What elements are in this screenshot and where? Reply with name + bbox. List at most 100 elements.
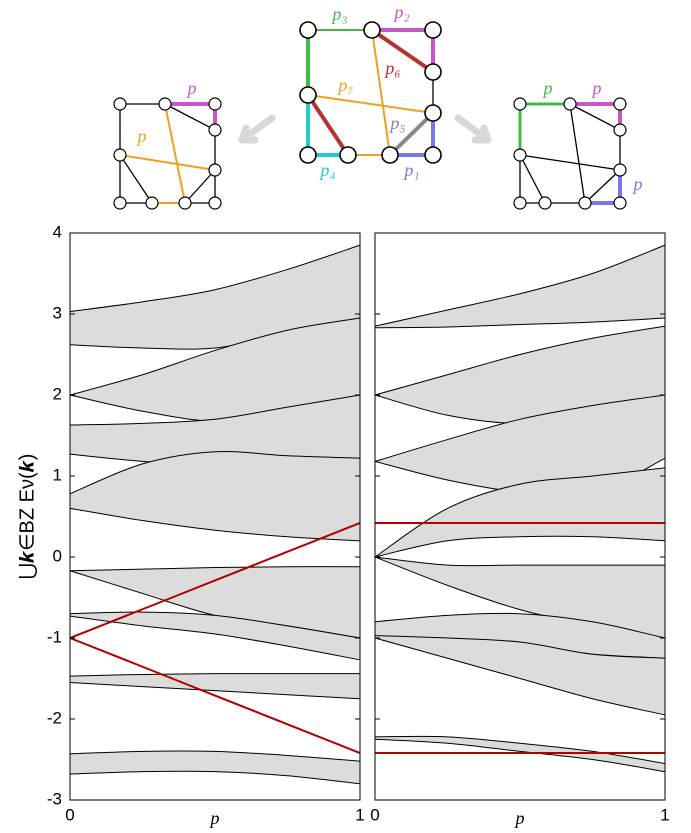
band-edge xyxy=(69,770,361,785)
node xyxy=(424,104,442,122)
edge xyxy=(519,154,621,171)
band-fill xyxy=(375,395,665,497)
edge xyxy=(164,103,216,131)
node xyxy=(208,97,222,111)
edge-label: p xyxy=(542,78,553,98)
line xyxy=(69,637,361,754)
band-edge xyxy=(69,750,361,762)
edge-label: p₄ xyxy=(318,160,335,180)
node xyxy=(613,196,627,210)
band-edge xyxy=(69,673,360,677)
x-axis-label: p xyxy=(209,808,220,828)
node xyxy=(513,97,527,111)
band-edge xyxy=(69,507,361,542)
band-edge xyxy=(374,535,666,558)
band-fill xyxy=(375,635,665,715)
edge-label: p xyxy=(632,174,643,194)
band-fill xyxy=(375,613,665,659)
edge xyxy=(370,28,435,74)
band-fill xyxy=(375,467,665,557)
x-axis-label: p xyxy=(514,808,525,828)
node xyxy=(145,196,159,210)
edge-label: p xyxy=(136,126,147,146)
band-fill xyxy=(70,395,360,466)
band-edge xyxy=(374,735,666,765)
node xyxy=(208,163,222,177)
band-edge xyxy=(69,566,361,572)
band-edge xyxy=(374,738,666,773)
node xyxy=(563,97,577,111)
edge xyxy=(307,94,434,114)
axes-frame xyxy=(374,232,666,801)
band-edge xyxy=(374,244,666,327)
band-edge xyxy=(69,317,361,396)
right-diagram: p p p xyxy=(513,78,643,210)
band-fill xyxy=(375,245,665,328)
node xyxy=(158,97,172,111)
edge-label: p₂ xyxy=(392,2,409,22)
edge xyxy=(119,154,153,204)
y-tick-label: -3 xyxy=(47,789,62,808)
band-fill xyxy=(70,245,360,350)
node xyxy=(513,148,527,162)
band-edge xyxy=(69,611,361,639)
band-edge xyxy=(374,637,666,716)
band-edge xyxy=(374,317,666,329)
edge-label: p xyxy=(186,78,197,98)
node xyxy=(363,21,381,39)
edge-label: p₇ xyxy=(336,75,353,95)
band-edge xyxy=(374,394,666,462)
node xyxy=(208,123,222,137)
axes-frame xyxy=(69,232,361,801)
node xyxy=(113,148,127,162)
band-edge xyxy=(374,556,665,567)
plot: 0 1 p xyxy=(370,232,670,828)
node xyxy=(613,163,627,177)
edge xyxy=(184,169,216,204)
band-fill xyxy=(70,673,360,699)
y-tick-label: -2 xyxy=(47,708,62,727)
node xyxy=(299,146,317,164)
band-edge xyxy=(374,612,666,639)
edge xyxy=(569,103,586,204)
edge xyxy=(519,154,546,204)
x-tick-label: 1 xyxy=(660,805,669,824)
band-edge xyxy=(69,394,361,426)
edge-label: p₆ xyxy=(383,58,400,78)
band-edge xyxy=(374,635,666,659)
node xyxy=(424,146,442,164)
node xyxy=(208,196,222,210)
band-fill xyxy=(375,326,665,424)
edge xyxy=(388,111,435,157)
edge xyxy=(371,29,391,156)
band-fill xyxy=(70,612,360,660)
node xyxy=(578,196,592,210)
node xyxy=(178,196,192,210)
band-edge xyxy=(374,467,666,558)
edge-label: p₁ xyxy=(402,160,419,180)
edge-label: p xyxy=(591,78,602,98)
edge xyxy=(306,93,350,157)
node xyxy=(113,97,127,111)
node xyxy=(381,146,399,164)
arrow xyxy=(454,114,492,144)
center-diagram: p₃ p₂ p₆ p₇ p₅ p₄ p₁ xyxy=(299,2,442,180)
y-axis-label: ⋃𝒌∈BZ Eν(𝒌) xyxy=(16,454,38,580)
node xyxy=(424,63,442,81)
node xyxy=(339,146,357,164)
edge-label: p₃ xyxy=(330,4,347,24)
band-edge xyxy=(374,325,666,396)
edge xyxy=(569,103,621,131)
left-diagram: p p xyxy=(113,78,222,210)
line xyxy=(69,522,361,639)
node xyxy=(299,21,317,39)
y-tick-label: 2 xyxy=(53,384,62,403)
edge-label: p₅ xyxy=(388,113,405,133)
x-tick-label: 0 xyxy=(65,805,74,824)
node xyxy=(613,97,627,111)
band-fill xyxy=(375,557,665,638)
band-edge xyxy=(69,615,361,661)
node xyxy=(513,196,527,210)
